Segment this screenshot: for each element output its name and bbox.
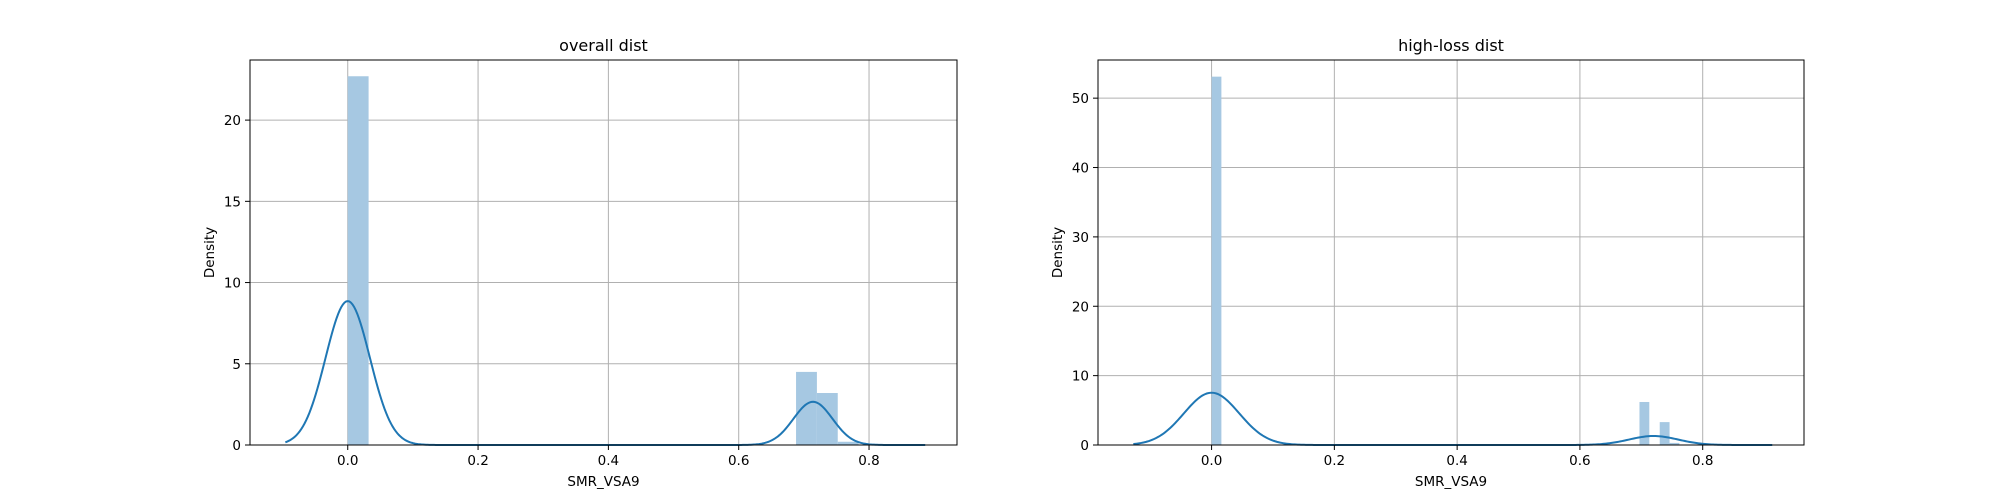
y-tick-label: 10 bbox=[224, 276, 241, 292]
x-tick-label: 0.4 bbox=[598, 453, 619, 469]
histogram-bar bbox=[837, 441, 859, 445]
y-ticks: 0 10 20 30 40 50 bbox=[1072, 91, 1098, 454]
y-axis-label: Density bbox=[202, 227, 218, 278]
chart-panel-high-loss: 0.0 0.2 0.4 0.6 0.8 0 10 20 30 40 50 high-loss di… bbox=[1050, 36, 1805, 490]
y-tick-label: 30 bbox=[1072, 230, 1089, 246]
x-axis-label: SMR_VSA9 bbox=[1415, 474, 1487, 490]
x-tick-label: 0.6 bbox=[1569, 453, 1590, 469]
y-tick-label: 10 bbox=[1072, 369, 1089, 385]
y-tick-label: 0 bbox=[1080, 438, 1089, 454]
x-ticks: 0.0 0.2 0.4 0.6 0.8 bbox=[1201, 445, 1713, 469]
axes-frame bbox=[1097, 59, 1805, 446]
x-axis-label: SMR_VSA9 bbox=[567, 474, 639, 490]
x-tick-label: 0.8 bbox=[858, 453, 879, 469]
y-tick-label: 20 bbox=[224, 113, 241, 129]
histogram-bar bbox=[796, 371, 817, 445]
x-tick-label: 0.4 bbox=[1446, 453, 1467, 469]
chart-title: high-loss dist bbox=[1398, 36, 1504, 55]
histogram-bar bbox=[1639, 401, 1650, 445]
y-tick-label: 40 bbox=[1072, 161, 1089, 177]
chart-panel-overall: 0.0 0.2 0.4 0.6 0.8 0 5 10 15 20 overall dist SM… bbox=[202, 36, 958, 490]
x-tick-label: 0.0 bbox=[337, 453, 358, 469]
x-tick-label: 0.0 bbox=[1201, 453, 1222, 469]
y-tick-label: 5 bbox=[232, 357, 241, 373]
histogram-bar bbox=[1669, 442, 1680, 445]
histogram-bar bbox=[1659, 422, 1670, 445]
chart-title: overall dist bbox=[559, 36, 648, 55]
x-ticks: 0.0 0.2 0.4 0.6 0.8 bbox=[337, 445, 880, 469]
x-tick-label: 0.8 bbox=[1692, 453, 1713, 469]
histogram-bars bbox=[1211, 76, 1680, 445]
y-axis-label: Density bbox=[1050, 227, 1066, 278]
y-tick-label: 50 bbox=[1072, 91, 1089, 107]
histogram-bar bbox=[816, 393, 838, 445]
y-ticks: 0 5 10 15 20 bbox=[224, 113, 250, 454]
axes-frame bbox=[249, 59, 958, 446]
x-tick-label: 0.2 bbox=[467, 453, 488, 469]
y-tick-label: 15 bbox=[224, 194, 241, 210]
x-tick-label: 0.2 bbox=[1324, 453, 1345, 469]
histogram-bar bbox=[1211, 76, 1222, 445]
x-tick-label: 0.6 bbox=[728, 453, 749, 469]
y-tick-label: 20 bbox=[1072, 299, 1089, 315]
y-tick-label: 0 bbox=[232, 438, 241, 454]
histogram-bar bbox=[347, 76, 369, 446]
